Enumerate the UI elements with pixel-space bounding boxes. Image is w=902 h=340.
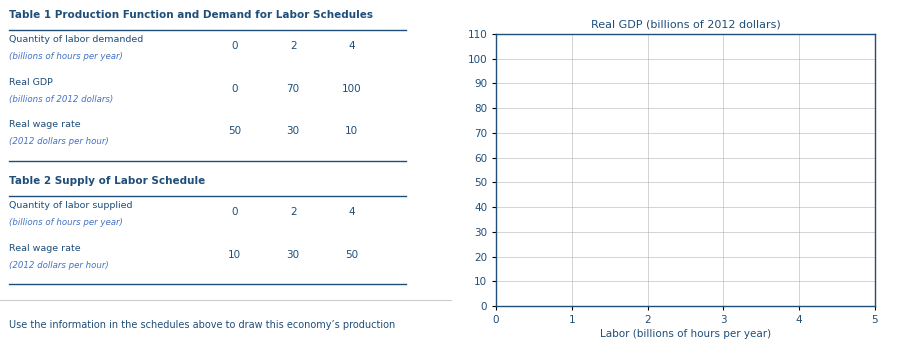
Text: 70: 70	[287, 84, 299, 94]
Text: Use the information in the schedules above to draw this economy’s production: Use the information in the schedules abo…	[9, 320, 395, 330]
Text: Table 1 Production Function and Demand for Labor Schedules: Table 1 Production Function and Demand f…	[9, 10, 373, 20]
Text: Real wage rate: Real wage rate	[9, 120, 80, 129]
Text: (billions of hours per year): (billions of hours per year)	[9, 218, 123, 227]
Text: (2012 dollars per hour): (2012 dollars per hour)	[9, 261, 109, 270]
Text: 0: 0	[231, 41, 238, 51]
Text: Quantity of labor demanded: Quantity of labor demanded	[9, 35, 143, 44]
Text: 0: 0	[231, 207, 238, 217]
Text: Real wage rate: Real wage rate	[9, 244, 80, 253]
Text: 50: 50	[345, 250, 358, 259]
Text: 2: 2	[290, 207, 297, 217]
Text: (billions of hours per year): (billions of hours per year)	[9, 52, 123, 61]
Text: 0: 0	[231, 84, 238, 94]
Title: Real GDP (billions of 2012 dollars): Real GDP (billions of 2012 dollars)	[591, 19, 780, 29]
Text: Real GDP: Real GDP	[9, 78, 53, 87]
Text: 4: 4	[348, 207, 355, 217]
Text: 30: 30	[287, 126, 299, 136]
Text: 30: 30	[287, 250, 299, 259]
Text: 10: 10	[345, 126, 358, 136]
Text: (billions of 2012 dollars): (billions of 2012 dollars)	[9, 95, 114, 104]
Text: Table 2 Supply of Labor Schedule: Table 2 Supply of Labor Schedule	[9, 176, 206, 186]
Text: 2: 2	[290, 41, 297, 51]
Text: 50: 50	[228, 126, 241, 136]
X-axis label: Labor (billions of hours per year): Labor (billions of hours per year)	[600, 329, 771, 339]
Text: 100: 100	[342, 84, 362, 94]
Text: Quantity of labor supplied: Quantity of labor supplied	[9, 201, 133, 210]
Text: (2012 dollars per hour): (2012 dollars per hour)	[9, 137, 109, 146]
Text: 10: 10	[228, 250, 241, 259]
Text: 4: 4	[348, 41, 355, 51]
